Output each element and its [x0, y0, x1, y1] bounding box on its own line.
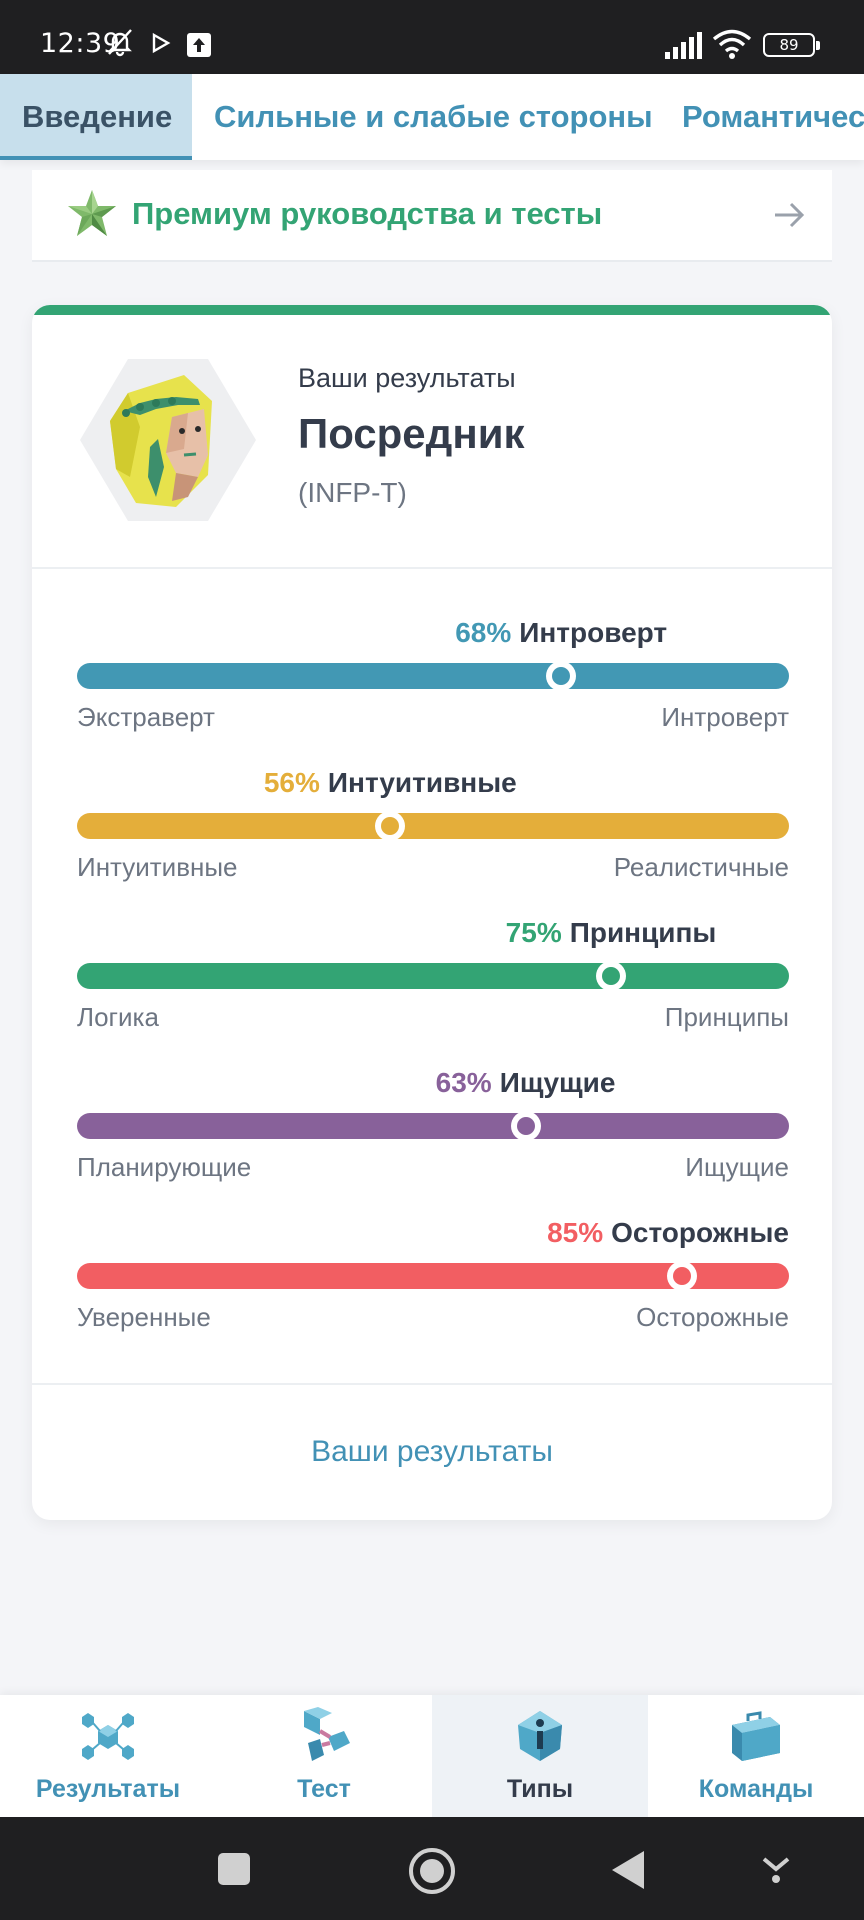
trait-identity: 85% Осторожные Уверенные Осторожные [77, 1217, 789, 1337]
trait-name: Ищущие [499, 1067, 616, 1098]
tab-introduction[interactable]: Введение [0, 74, 192, 160]
trait-bar [77, 663, 789, 689]
play-store-icon [152, 32, 171, 54]
nav-teams[interactable]: Команды [648, 1695, 864, 1817]
trait-left-label: Уверенные [77, 1302, 211, 1332]
trait-tactics: 63% Ищущие Планирующие Ищущие [77, 1067, 789, 1187]
wifi-icon [712, 29, 752, 59]
trait-left-label: Экстраверт [77, 702, 215, 732]
tab-romantic[interactable]: Романтичес [682, 99, 864, 134]
trait-bar [77, 963, 789, 989]
trait-right-label: Принципы [664, 1002, 789, 1032]
nav-label: Результаты [35, 1775, 181, 1803]
tab-strengths-weaknesses[interactable]: Сильные и слабые стороны [214, 99, 653, 134]
mediator-avatar [80, 359, 256, 521]
trait-knob [546, 661, 577, 691]
your-results-caption: Ваши результаты [298, 363, 516, 393]
trait-right-label: Интроверт [661, 702, 789, 732]
personality-type-code: (INFP-T) [298, 477, 407, 508]
trait-percent: 63% [435, 1067, 492, 1098]
trait-knob-center [552, 667, 571, 685]
home-icon[interactable] [408, 1847, 456, 1895]
recent-apps-icon[interactable] [216, 1851, 252, 1887]
nav-test[interactable]: Тест [216, 1695, 432, 1817]
trait-name: Осторожные [611, 1217, 789, 1248]
trait-percent: 75% [505, 917, 562, 948]
trait-left-label: Интуитивные [77, 852, 238, 882]
trait-knob [375, 811, 406, 841]
trait-percent: 68% [455, 617, 512, 648]
trait-name: Принципы [569, 917, 717, 948]
trait-right-label: Осторожные [636, 1302, 789, 1332]
trait-knob-center [602, 967, 620, 985]
trait-knob-center [381, 817, 400, 835]
trait-knob [510, 1111, 541, 1141]
trait-left-label: Логика [77, 1002, 159, 1032]
status-bar: 12:39 89 [0, 0, 864, 74]
trait-heading: 75% Принципы [506, 917, 717, 949]
nav-results[interactable]: Результаты [0, 1695, 216, 1817]
results-card: Ваши результаты Посредник (INFP-T) 68% Ин… [32, 305, 832, 1520]
trait-knob [596, 961, 626, 991]
nav-label: Тест [297, 1775, 351, 1803]
trait-knob [667, 1261, 698, 1291]
trait-mind: 68% Интроверт Экстраверт Интроверт [77, 617, 789, 737]
premium-guides-link[interactable]: Премиум руководства и тесты [32, 170, 832, 262]
teams-icon [732, 1711, 780, 1761]
trait-right-label: Реалистичные [613, 852, 789, 882]
status-time: 12:39 [40, 28, 121, 59]
arrow-right-icon [775, 202, 805, 228]
trait-knob-center [673, 1267, 692, 1285]
card-divider [32, 567, 832, 569]
results-icon [82, 1713, 134, 1760]
types-icon [518, 1711, 562, 1761]
battery-indicator: 89 [763, 33, 820, 57]
trait-energy: 56% Интуитивные Интуитивные Реалистичные [77, 767, 789, 887]
back-icon[interactable] [610, 1849, 648, 1891]
section-tabs: Введение Сильные и слабые стороны Романт… [0, 74, 864, 160]
trait-bar [77, 1113, 789, 1139]
trait-bar [77, 813, 789, 839]
nav-label: Команды [698, 1775, 814, 1803]
test-icon [304, 1707, 350, 1761]
card-divider [32, 1383, 832, 1385]
trait-knob-center [516, 1117, 535, 1135]
trait-left-label: Планирующие [77, 1152, 252, 1182]
personality-type-name: Посредник [298, 410, 525, 457]
trait-heading: 56% Интуитивные [264, 767, 517, 799]
signal-icon [665, 32, 702, 59]
premium-label: Премиум руководства и тесты [132, 196, 603, 231]
trait-heading: 85% Осторожные [547, 1217, 789, 1249]
trait-percent: 85% [547, 1217, 604, 1248]
upload-icon [187, 33, 211, 57]
bottom-navigation: Результаты Тест Типы Команды [0, 1695, 864, 1817]
nav-label: Типы [506, 1775, 574, 1803]
nav-types[interactable]: Типы [432, 1695, 648, 1817]
system-navigation-bar [0, 1817, 864, 1920]
trait-nature: 75% Принципы Логика Принципы [77, 917, 789, 1037]
keyboard-hide-icon[interactable] [760, 1853, 792, 1885]
card-accent-bar [32, 305, 832, 315]
muted-bell-icon [108, 29, 132, 57]
your-results-link[interactable]: Ваши результаты [311, 1435, 553, 1468]
trait-heading: 63% Ищущие [436, 1067, 616, 1099]
trait-name: Интроверт [519, 617, 668, 648]
star-badge-icon [68, 190, 116, 236]
trait-right-label: Ищущие [685, 1152, 789, 1182]
trait-name: Интуитивные [327, 767, 517, 798]
trait-percent: 56% [263, 767, 320, 798]
trait-heading: 68% Интроверт [455, 617, 667, 649]
